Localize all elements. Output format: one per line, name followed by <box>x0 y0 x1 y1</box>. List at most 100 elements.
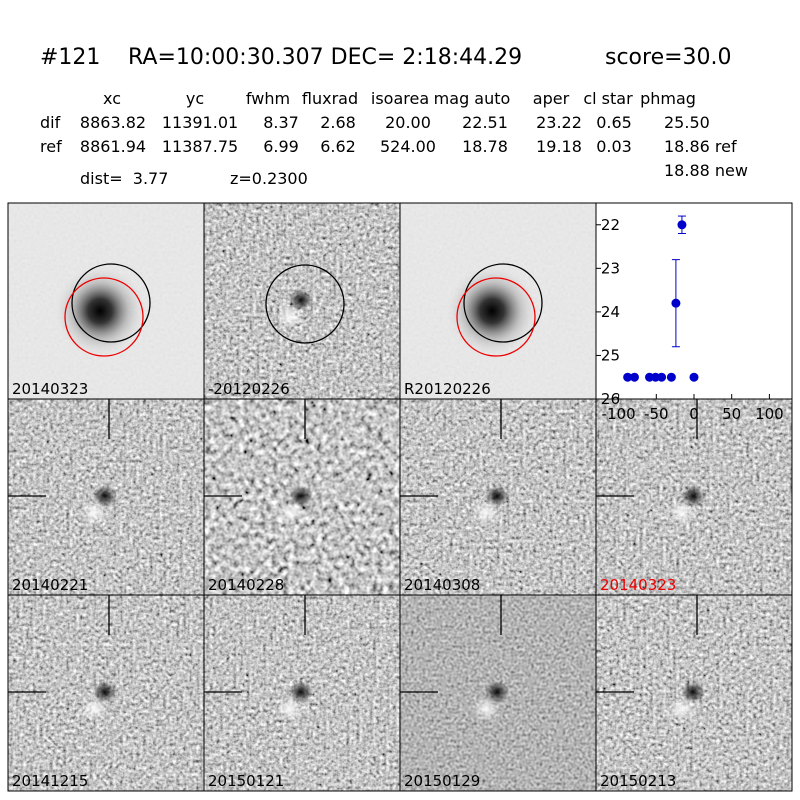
column-header: isoarea <box>371 89 429 108</box>
residual-dark <box>289 681 313 703</box>
image <box>596 399 792 595</box>
residual-dark <box>681 681 705 703</box>
cell: 6.99 <box>263 137 299 156</box>
image <box>596 595 792 791</box>
column-header: mag auto <box>434 89 511 108</box>
panel-label: 20150213 <box>600 772 676 790</box>
residual-light <box>80 501 108 525</box>
phmag-new: 18.88 new <box>664 161 748 180</box>
panel-label: 20140308 <box>404 576 480 594</box>
x-tick-label: -50 <box>644 405 669 423</box>
column-header: fluxrad <box>302 89 358 108</box>
aperture <box>463 263 543 343</box>
image-panel: 20140323 <box>7 202 205 400</box>
image <box>8 399 204 595</box>
column-header: xc <box>103 89 121 108</box>
residual-dark <box>93 485 117 507</box>
residual-light <box>668 697 696 721</box>
image-panel: 20150213 <box>595 594 793 792</box>
row-label: dif <box>40 113 61 132</box>
column-header: phmag <box>640 89 696 108</box>
image <box>400 399 596 595</box>
cell: 18.78 <box>462 137 508 156</box>
cell: 11391.01 <box>162 113 238 132</box>
cell: 18.86 ref <box>664 137 737 156</box>
cell: 8.37 <box>263 113 299 132</box>
column-header: aper <box>533 89 570 108</box>
y-tick-label: 25 <box>601 346 620 364</box>
residual-dark <box>485 681 509 703</box>
plot-area <box>595 202 793 400</box>
image-panel: 20141215 <box>7 594 205 792</box>
panel-label: R20120226 <box>404 380 491 398</box>
residual-light <box>276 501 304 525</box>
y-tick-label: 22 <box>601 216 620 234</box>
y-tick-label: 23 <box>601 259 620 277</box>
point <box>689 372 699 382</box>
x-tick-label: 50 <box>722 405 741 423</box>
residual-light <box>472 697 500 721</box>
point <box>657 372 667 382</box>
image <box>204 595 400 791</box>
aperture-ref <box>456 277 536 357</box>
x-tick-label: -100 <box>602 405 636 423</box>
residual-light <box>472 501 500 525</box>
aperture <box>265 264 345 344</box>
residual-dark <box>93 681 117 703</box>
residual-light <box>276 697 304 721</box>
image-panel: -20120226 <box>203 202 401 400</box>
cell: 22.51 <box>462 113 508 132</box>
cell: 20.00 <box>385 113 431 132</box>
panel-label: 20150121 <box>208 772 284 790</box>
image <box>400 203 596 399</box>
residual-dark <box>485 485 509 507</box>
cell: 23.22 <box>536 113 582 132</box>
cell: 0.03 <box>596 137 632 156</box>
image-panel: 20150121 <box>203 594 401 792</box>
cell: 25.50 <box>664 113 710 132</box>
panel-label: 20150129 <box>404 772 480 790</box>
residual-light <box>668 501 696 525</box>
column-header: fwhm <box>246 89 290 108</box>
column-header: yc <box>186 89 204 108</box>
image-panel: R20120226 <box>399 202 597 400</box>
x-tick-label: 0 <box>689 405 699 423</box>
panel-label: 20140221 <box>12 576 88 594</box>
cell: 11387.75 <box>162 137 238 156</box>
y-tick-label: 24 <box>601 303 620 321</box>
galaxy <box>444 263 540 359</box>
image-panel: 20140221 <box>7 398 205 596</box>
panel-label: 20140323 <box>600 576 676 594</box>
redshift: z=0.2300 <box>230 169 308 188</box>
point <box>629 372 639 382</box>
cell: 8861.94 <box>80 137 146 156</box>
cell: 6.62 <box>320 137 356 156</box>
residual-dark <box>289 289 313 311</box>
point <box>671 298 681 308</box>
image-panel: 20150129 <box>399 594 597 792</box>
point <box>677 220 687 230</box>
residual-dark <box>681 485 705 507</box>
image <box>8 203 204 399</box>
score: score=30.0 <box>605 45 732 70</box>
galaxy <box>52 263 148 359</box>
coordinates: RA=10:00:30.307 DEC= 2:18:44.29 <box>128 45 522 70</box>
x-tick-label: 100 <box>755 405 784 423</box>
cell: 524.00 <box>380 137 436 156</box>
dist: dist= 3.77 <box>80 169 168 188</box>
cell: 2.68 <box>320 113 356 132</box>
aperture-ref <box>64 277 144 357</box>
panel-label: 20140323 <box>12 380 88 398</box>
object-id: #121 <box>40 45 100 70</box>
image <box>204 399 400 595</box>
panel-label: -20120226 <box>208 380 290 398</box>
image <box>400 595 596 791</box>
panel-label: 20141215 <box>12 772 88 790</box>
residual-dark <box>289 485 313 507</box>
column-header: cl star <box>583 89 633 108</box>
image-panel: 20140323 <box>595 398 793 596</box>
cell: 0.65 <box>596 113 632 132</box>
image-panel: 20140228 <box>203 398 401 596</box>
aperture <box>71 263 151 343</box>
